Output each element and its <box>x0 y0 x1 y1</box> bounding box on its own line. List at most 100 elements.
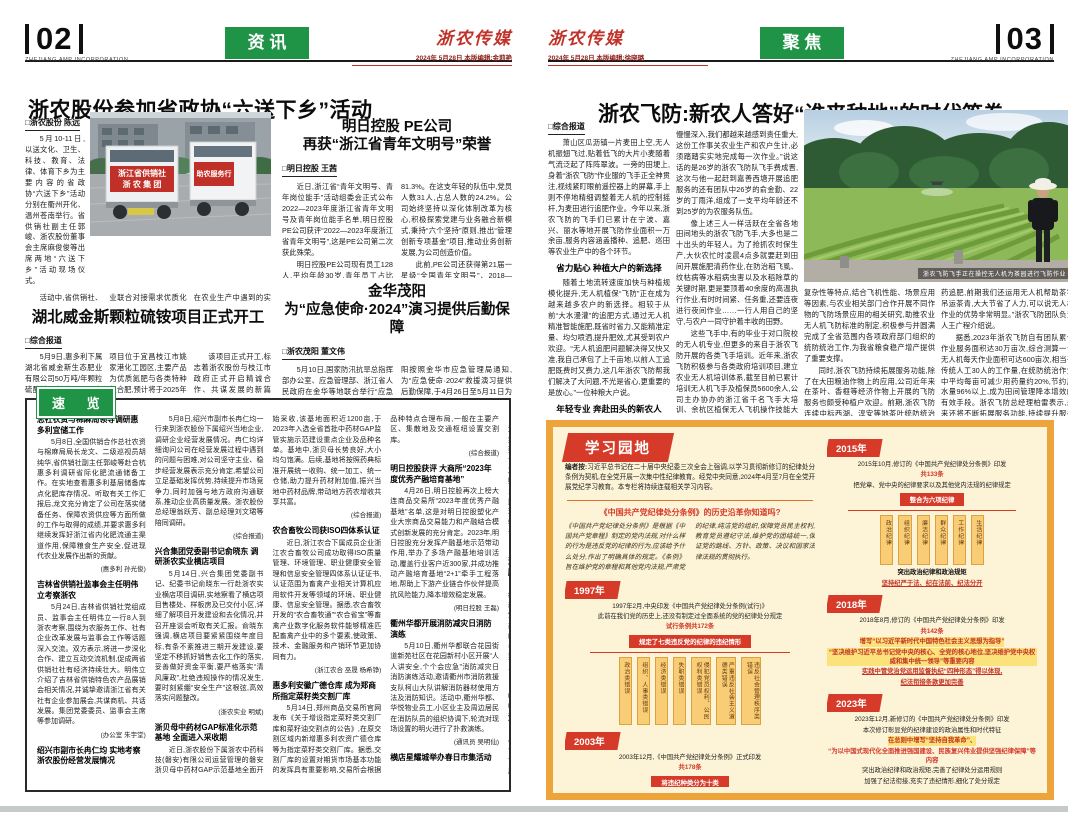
truck-left: 浙江省供销社 浙 农 集 团 <box>105 145 179 219</box>
quick-item-body: 5月8日,绍兴市副市长冉仁均一行来到浙农股份下属绍兴当地企业,调研企业经营发展情… <box>154 416 264 527</box>
timeline-line: 试行条例共172条 <box>665 623 715 631</box>
timeline-line: 共133条 <box>920 471 944 479</box>
quick-news-item: 总社农资与棉麻局领导调研惠多利宜储工作 5月8日,全国供销合作总社农资与棉麻局局… <box>37 415 146 573</box>
article-paragraph: 5月10日,国家防汛抗旱总指挥部办公室、应急管理部、浙江省人民政府在金华等地联合… <box>282 365 512 395</box>
focus-column-2: 慢慢深入,我们都越来越感到责任重大,这份工作事关农业生产和农户生计,必须踏踏实实… <box>676 130 798 416</box>
category-box: 政治类错误 <box>618 656 632 725</box>
dateline: 2024年 5月28日 本版编辑:徐晓璐 <box>548 55 645 62</box>
quick-item-body: 5月14日,郑州商品交易所官网发布《关于增设指定菜籽类交割厂库和菜籽油交割点的公… <box>272 416 500 775</box>
timeline-line: 2015年10月,修订的《中国共产党纪律处分条例》印发 <box>857 461 1007 468</box>
quick-item-signature: (浙农实业 明斌) <box>218 708 264 716</box>
quick-item-title: 浙贝母中药材GAP标准化示范基地 全面进入采收期 <box>154 722 258 743</box>
quick-item-signature: (惠多利 孙光俊) <box>100 566 146 574</box>
quick-item-title: 中国轻纺城城建物流综合交易中心 “赶集大庙会”拉动周边客流 <box>508 692 509 724</box>
quick-news-item: 浙农投资党总支下属3个党支部 顺利成立 为进一步加强基层党组织建设,经兴合集团党… <box>508 557 509 684</box>
quick-item-signature: (综合报道) <box>233 532 264 540</box>
focus-column-1: □综合报道 萧山区瓜沥镇一片麦田上空,无人机振翅飞过,贴着低飞的大片小麦随着气流… <box>548 116 670 416</box>
category-box: 组织纪律 <box>898 515 912 566</box>
timeline-bar: 整合为六项纪律 <box>899 493 965 507</box>
year-tag: 2015年 <box>827 439 883 457</box>
quick-news-item: 中国轻纺城城建物流综合交易中心 “赶集大庙会”拉动周边客流 五月中旬,“和商共富… <box>508 415 509 784</box>
lead-paragraph: 活动中,省供销社、浙农股份针对开化粮油、蔬菜等当地主要作物与特色作物,向当地产业… <box>39 293 271 302</box>
focus-paragraph: 这些飞手中,有的毕业于对口院校的无人机专业,但更多的来自于浙农飞防开展的各类飞手… <box>676 328 798 415</box>
quick-item-body: 5月24日,吉林省供销社党组成员、监事会主任明伟立一行8人到浙农考察,围绕为农服… <box>37 604 146 726</box>
timeline-2023: 2023年 2023年12月,新修订的《中国共产党纪律处分条例》印发 本次修订彰显… <box>827 694 1037 787</box>
quick-item-title: 衢州华都开展消防减灾日消防演练 <box>390 619 492 639</box>
quick-item-signature: (明日控股 王磊) <box>453 605 499 613</box>
focus-byline: □综合报道 <box>548 121 585 135</box>
article-headline-line: 明日控股 PE公司 <box>341 119 453 135</box>
timeline-line: 把党章、党中央的纪律要求以及其他党内法规的纪律规定 <box>853 481 1011 489</box>
article-mingri: 明日控股 PE公司 再获“浙江省青年文明号”荣誉 □明日控股 王茜 近日,浙江省… <box>282 118 512 278</box>
page-02: 02 ZHEJIANG AMP INCORPORATION 资 讯 浙农传媒 2… <box>25 23 512 792</box>
section-tab-news: 资 讯 <box>225 27 309 59</box>
timeline-line: 2018年8月,修订的《中国共产党纪律处分条例》印发 <box>859 617 1005 625</box>
article-paragraph: 此前,PE公司还获得第21届一星级“全国青年文明号”、2018—2019年度“浙… <box>401 259 512 278</box>
category-box: 生活纪律 <box>970 515 984 566</box>
quick-item-body: 5月10日,衢州华都联合花园街道新苑社区在花园新村小区开展“人人讲安全,个个会应… <box>390 643 499 733</box>
timeline-tree: 政治纪律 组织纪律 廉洁纪律 群众纪律 工作纪律 生活纪律 <box>827 510 1037 566</box>
lead-paragraph: 5月10-11日,以送文化、卫生、科技、教育、法律、体育下乡为主要内容的省政协“… <box>25 134 85 286</box>
quick-news-item: 横店星耀城举办春日市集活动 4月27日至5月3日,横店星耀城运营部举办春日市集活… <box>390 415 509 784</box>
drone <box>921 181 953 196</box>
lead-byline: □浙农股份 陈远 <box>25 117 81 131</box>
quick-news-item: 兴合集团党委副书记俞晓东 调研浙农实业横店项目 5月14日,兴合集团党委副书记、… <box>155 547 264 716</box>
timeline-line: 共142条 <box>920 627 944 635</box>
article-body: 近日,浙江省“青年文明号、青年岗位能手”活动组委会正式公布2022—2023年度… <box>282 182 512 278</box>
quick-item-body: 4月26日,明日控股再次上榜大连商品交易所“2023年度优秀产融基地”名单,这是… <box>390 488 499 599</box>
year-tag: 2018年 <box>827 595 883 614</box>
article-maoyang: 金华茂阳 为“应急使命·2024”演习提供后勤保障 □浙农茂阳 董文伟 5月10… <box>282 283 512 395</box>
page-number-block: 02 ZHEJIANG AMP INCORPORATION <box>25 23 129 63</box>
truck-right: 助农服务行 <box>189 141 257 216</box>
quick-item-title: 浙农投资党总支下属3个党支部 顺利成立 <box>508 557 509 578</box>
quick-news-item: 浙贝母中药材GAP标准化示范基地 全面进入采收期 近日,浙农股份下属浙农中药科技… <box>155 415 382 784</box>
timeline-line: 增写“以习近平新时代中国特色社会主义思想为指导” <box>859 637 1005 647</box>
focus-paragraph: 省力贴心 种植大户的新选择 <box>556 263 662 274</box>
masthead-logo-block: 浙农传媒 2024年 5月28日 本版编辑:金莉艳 <box>352 24 512 66</box>
article-body: 5月10日,国家防汛抗旱总指挥部办公室、应急管理部、浙江省人民政府在金华等地联合… <box>282 365 512 395</box>
svg-text:助农服务行: 助农服务行 <box>197 169 232 178</box>
page-bottom-edge <box>0 806 1068 812</box>
page-number: 02 <box>25 23 84 54</box>
quick-news-item: 明日控股获评 大商所“2023年度优秀产融培育基地” 4月26日,明日控股再次上… <box>390 464 499 612</box>
timeline-2018: 2018年 2018年8月,修订的《中国共产党纪律处分条例》印发 共142条增写“… <box>827 595 1037 687</box>
quick-news-item: 吉林省供销社监事会主任明伟立考察浙农 5月24日,吉林省供销社党组成员、监事会主… <box>37 580 146 738</box>
timeline-2003: 2003年 2003年12月,《中国共产党纪律处分条例》正式印发 共178条 将违… <box>565 731 815 787</box>
year-tag: 2023年 <box>827 694 883 713</box>
study-garden-label: 学习园地 <box>561 433 675 462</box>
timeline-bar: 将违纪种类分为十类 <box>651 775 729 787</box>
brand-english: ZHEJIANG AMP INCORPORATION <box>950 57 1054 63</box>
quick-item-body: 近日,浙农股份下属浙农中药科技(磐安)有限公司运营管理的磐安浙贝母中药材GAP示… <box>154 416 382 775</box>
timeline-line: 2003年12月,《中国共产党纪律处分条例》正式印发 <box>618 753 762 761</box>
quick-item-body: 5月14日,兴合集团党委副书记、纪委书记俞晓东一行赴浙农实业横店项目调研,实地察… <box>154 570 264 703</box>
quick-news-item: 绍兴市副市长冉仁均 实地考察浙农股份经营发展情况 5月8日,绍兴市副市长冉仁均一… <box>37 415 264 784</box>
section-tab-focus: 聚 焦 <box>760 27 844 59</box>
category-box: 组织、人事类错误 <box>636 656 650 725</box>
quick-item-signature: (浙江农合 巫晟 杨希铮) <box>314 667 382 675</box>
timeline-line: 1997年2月,中央印发《中国共产党纪律处分条例(试行)》 <box>612 602 768 610</box>
timeline-note: 突出政治纪律和政治规矩 <box>897 569 967 577</box>
focus-paragraph: 慢慢深入,我们都越来越感到责任重大,这份工作事关农业生产和农户生计,必须踏踏实实… <box>676 130 798 216</box>
quick-item-signature: (办公室 朱宇堂) <box>100 731 146 739</box>
timeline-line: “坚决维护习近平总书记党中央的核心、全党的核心地位,坚决维护党中央权威和集中统一… <box>827 647 1037 667</box>
trucks-photo-art: 浙江省供销社 浙 农 集 团 助农服务行 <box>86 112 271 236</box>
tea-field-photo-art <box>789 110 1068 283</box>
article-weijinsi: 湖北威金斯颗粒硫铵项目正式开工 □综合报道 5月9日,惠多利下属湖北省威金斯生态… <box>25 305 271 395</box>
timeline-line: 纪法衔接条款更加完善 <box>900 678 964 686</box>
quick-item-title: 吉林省供销社监事会主任明伟立考察浙农 <box>37 580 139 600</box>
page-03: 浙农传媒 2024年 5月28日 本版编辑:徐晓璐 聚 焦 03 ZHEJIAN… <box>534 0 1068 815</box>
timeline-line: 2023年12月,新修订的《中国共产党纪律处分条例》印发 <box>854 716 1010 724</box>
study-left-column: 编者按:习近平总书记在二十届中央纪委三次全会上强调,以学习贯彻新修订的纪律处分条… <box>565 463 815 787</box>
red-rule <box>548 65 708 66</box>
timeline-line: 在总则中增写“坚持自我革命”、 <box>888 736 977 746</box>
quick-news-item: 衢州华都开展消防减灾日消防演练 5月10日,衢州华都联合花园街道新苑社区在花园新… <box>390 619 499 746</box>
article-byline: □综合报道 <box>25 335 62 349</box>
svg-text:浙江省供销社: 浙江省供销社 <box>118 168 166 178</box>
brand-english: ZHEJIANG AMP INCORPORATION <box>25 57 129 63</box>
quick-news-columns: 总社农资与棉麻局领导调研惠多利宜储工作 5月8日,全国供销合作总社农资与棉麻局局… <box>27 400 509 790</box>
timeline-note: 坚持纪严于法、纪在法前、纪法分开 <box>881 579 983 587</box>
year-tag: 2003年 <box>565 731 621 750</box>
article-paragraph: 该项目正式开工,标志着浙农股份与枝江市政府正式开启精诚合作、共谋发展的新篇章。枝… <box>193 352 271 394</box>
focus-column-4: 药追肥,前期我们还运用无人机帮助茶农吊运茶青,大大节省了人力,可以说无人机作业的… <box>941 288 1068 416</box>
article-byline: □浙农茂阳 董文伟 <box>282 346 346 361</box>
